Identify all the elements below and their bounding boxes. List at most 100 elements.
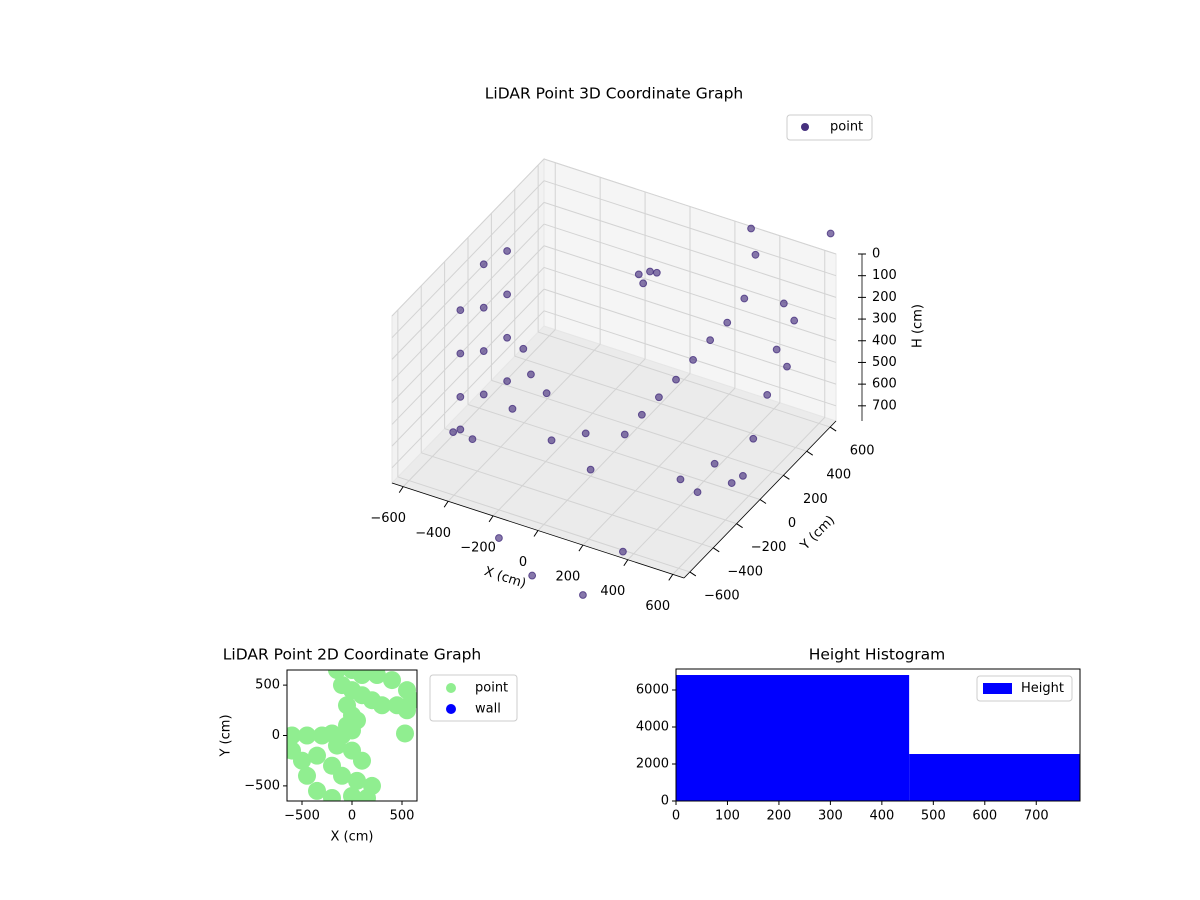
point bbox=[353, 670, 371, 685]
tick-mark bbox=[759, 499, 767, 504]
grid-line bbox=[444, 428, 737, 525]
legend-marker bbox=[446, 683, 456, 693]
tick-mark bbox=[783, 474, 790, 480]
tick-mark bbox=[398, 486, 404, 493]
point bbox=[749, 434, 758, 443]
x-tick-label: 700 bbox=[1024, 809, 1049, 824]
grid-line bbox=[537, 331, 831, 428]
z-tick-label: 600 bbox=[872, 377, 897, 392]
point bbox=[772, 345, 781, 354]
point bbox=[363, 776, 381, 795]
grid-line bbox=[543, 158, 837, 255]
point bbox=[368, 670, 386, 685]
y-tick-label: 400 bbox=[826, 468, 851, 483]
x-axis-label: X (cm) bbox=[331, 830, 374, 845]
point bbox=[542, 389, 551, 398]
point bbox=[579, 591, 587, 599]
point bbox=[456, 392, 465, 401]
z-tick-label: 500 bbox=[872, 355, 897, 370]
point bbox=[396, 724, 414, 743]
point bbox=[479, 347, 488, 355]
z-tick-label: 0 bbox=[872, 247, 880, 262]
chart-title: Height Histogram bbox=[809, 646, 946, 664]
x-tick-label: 500 bbox=[921, 809, 946, 824]
grid-line bbox=[467, 404, 761, 500]
point bbox=[652, 268, 661, 277]
legend-marker bbox=[983, 683, 1012, 694]
plot-area bbox=[287, 670, 417, 801]
z-tick-label: 400 bbox=[872, 333, 897, 348]
point bbox=[503, 333, 512, 342]
tick-mark bbox=[806, 450, 814, 456]
y-tick-label: −600 bbox=[704, 588, 740, 603]
y-tick-label: 6000 bbox=[636, 682, 669, 697]
point bbox=[646, 267, 654, 276]
point bbox=[298, 726, 316, 745]
point bbox=[739, 471, 747, 480]
tick-mark bbox=[668, 574, 674, 581]
y-tick-label: 0 bbox=[272, 728, 280, 743]
x-tick-label: 400 bbox=[600, 584, 625, 599]
tick-mark bbox=[712, 547, 720, 553]
point bbox=[449, 428, 458, 437]
y-tick-label: 0 bbox=[788, 516, 796, 531]
y-tick-label: 200 bbox=[803, 492, 828, 507]
grid-line bbox=[421, 452, 714, 549]
point bbox=[706, 336, 715, 345]
legend-box bbox=[786, 114, 873, 141]
tick-mark bbox=[533, 530, 539, 537]
grid-line bbox=[514, 355, 807, 452]
grid-line bbox=[391, 180, 545, 339]
point bbox=[747, 224, 755, 233]
point bbox=[293, 751, 311, 770]
point bbox=[527, 370, 535, 379]
point bbox=[348, 771, 366, 790]
z-tick-label: 200 bbox=[872, 290, 897, 305]
grid-line bbox=[391, 158, 545, 317]
grid-line bbox=[397, 476, 691, 573]
x-tick-label: 500 bbox=[390, 809, 415, 824]
x-tick-label: 200 bbox=[556, 570, 581, 585]
x-tick-label: −600 bbox=[370, 511, 406, 526]
x-tick-label: 0 bbox=[672, 809, 680, 824]
point bbox=[348, 711, 366, 730]
x-tick-label: 200 bbox=[767, 809, 792, 824]
x-axis-line bbox=[391, 482, 685, 579]
grid-line bbox=[543, 266, 837, 363]
grid-line bbox=[543, 180, 837, 277]
tick-mark bbox=[623, 559, 629, 567]
point bbox=[503, 377, 512, 386]
point bbox=[710, 459, 719, 468]
point bbox=[637, 410, 646, 419]
legend-marker bbox=[801, 123, 809, 131]
z-tick-label: 700 bbox=[872, 398, 897, 413]
grid-line bbox=[391, 245, 545, 404]
bar bbox=[676, 675, 910, 801]
point bbox=[620, 430, 629, 439]
point bbox=[639, 279, 648, 288]
point bbox=[693, 488, 702, 497]
point bbox=[298, 766, 316, 785]
tick-mark bbox=[829, 426, 837, 432]
x-tick-label: 300 bbox=[818, 809, 843, 824]
point bbox=[468, 435, 477, 444]
bar bbox=[909, 754, 1080, 801]
x-tick-label: 400 bbox=[869, 809, 894, 824]
point bbox=[398, 701, 416, 720]
x-tick-label: 0 bbox=[348, 809, 356, 824]
y-tick-label: −400 bbox=[727, 564, 763, 579]
axes-frame bbox=[675, 668, 1081, 802]
point bbox=[456, 306, 465, 315]
point bbox=[783, 362, 791, 371]
point bbox=[328, 736, 346, 755]
z-axis-label: H (cm) bbox=[911, 304, 926, 348]
legend-box bbox=[976, 675, 1073, 702]
x-tick-label: 600 bbox=[972, 809, 997, 824]
point bbox=[727, 479, 736, 487]
grid-line bbox=[391, 310, 545, 469]
point bbox=[586, 465, 595, 474]
point bbox=[373, 696, 391, 715]
y-tick-label: −200 bbox=[751, 540, 787, 555]
y-tick-label: 0 bbox=[661, 794, 669, 809]
